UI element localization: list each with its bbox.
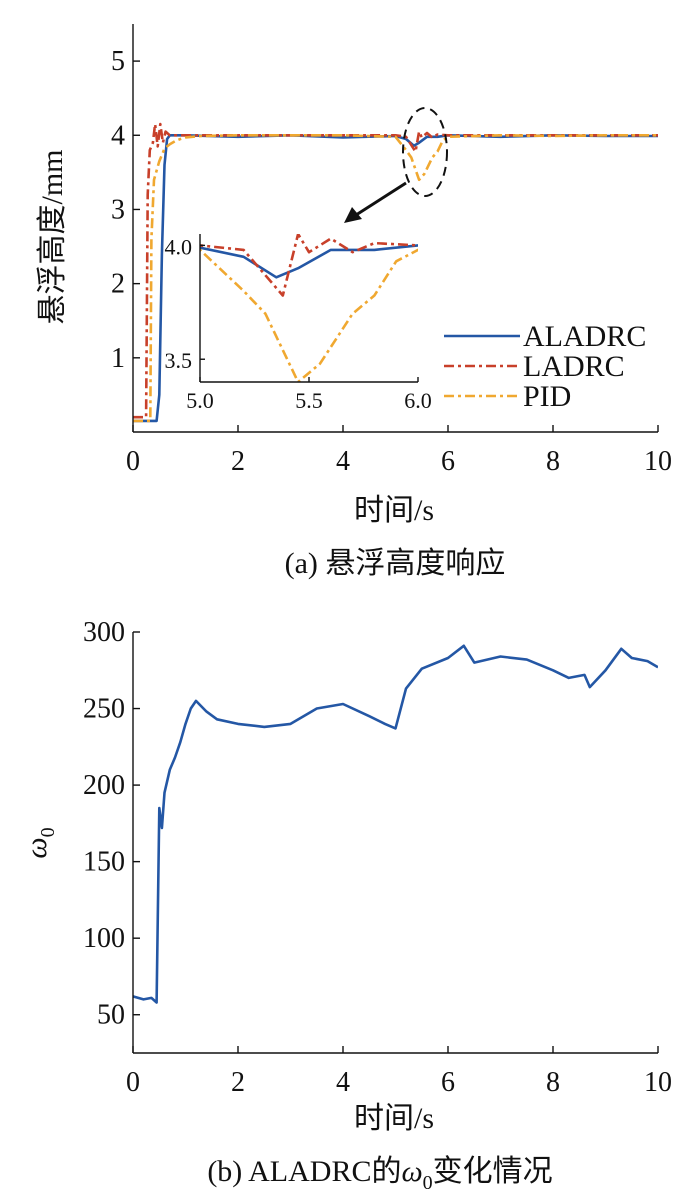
inset-background xyxy=(200,234,418,382)
caption-b-prefix: (b) ALADRC的 xyxy=(207,1155,401,1188)
omega-symbol: ω xyxy=(20,837,53,858)
chart-a-x-tick-label: 2 xyxy=(231,446,245,477)
inset-y-tick-label: 3.5 xyxy=(165,348,193,373)
chart-a-x-tick-label: 0 xyxy=(126,446,140,477)
chart-a-y-tick-label: 1 xyxy=(111,343,125,374)
chart-b-ticks: 0 2 4 6 8 10 50 100 150 200 250 300 xyxy=(83,617,672,1098)
chart-a-y-tick-label: 2 xyxy=(111,269,125,300)
chart-a-series-pid xyxy=(133,134,658,423)
svg-text:ω0: ω0 xyxy=(20,827,59,858)
chart-b-y-tick-label: 300 xyxy=(83,617,125,648)
chart-b-x-tick-label: 6 xyxy=(441,1067,455,1098)
legend-label-aladrc: ALADRC xyxy=(523,320,646,353)
inset-ticks: 5.0 5.5 6.0 3.5 4.0 xyxy=(165,234,432,413)
chart-b-y-tick-label: 150 xyxy=(83,847,125,878)
caption-b-omega: ω xyxy=(401,1155,422,1188)
chart-b-x-tick-label: 10 xyxy=(644,1067,672,1098)
chart-b-x-axis-label: 时间/s xyxy=(354,1102,434,1135)
inset-series-layer xyxy=(200,234,418,382)
zoom-region-ellipse xyxy=(402,107,448,197)
chart-b-y-tick-label: 250 xyxy=(83,694,125,725)
chart-a-y-tick-label: 5 xyxy=(111,46,125,77)
chart-b-series-layer xyxy=(133,644,658,1004)
chart-a-series-layer xyxy=(133,122,658,423)
caption-b-suffix: 变化情况 xyxy=(433,1155,553,1188)
chart-a-x-tick-label: 4 xyxy=(336,446,350,477)
chart-b-caption: (b) ALADRC的ω0变化情况 xyxy=(207,1155,552,1194)
chart-a-y-tick-label: 4 xyxy=(111,120,125,151)
chart-b-y-tick-label: 200 xyxy=(83,770,125,801)
chart-a-x-tick-label: 8 xyxy=(546,446,560,477)
chart-b-x-tick-label: 2 xyxy=(231,1067,245,1098)
chart-b-x-tick-label: 8 xyxy=(546,1067,560,1098)
chart-b-x-tick-label: 4 xyxy=(336,1067,350,1098)
chart-a-caption: (a) 悬浮高度响应 xyxy=(285,547,506,580)
chart-a-y-tick-label: 3 xyxy=(111,194,125,225)
inset-x-tick-label: 5.5 xyxy=(295,388,323,413)
chart-a-x-tick-label: 6 xyxy=(441,446,455,477)
inset-series-pid xyxy=(200,248,418,382)
chart-a-y-axis-label: 悬浮高度/mm xyxy=(36,149,69,324)
omega-subscript: 0 xyxy=(37,827,59,837)
chart-a-axes xyxy=(132,24,658,433)
chart-b-axes xyxy=(132,632,658,1054)
legend-label-ladrc: LADRC xyxy=(523,350,625,383)
zoom-arrow xyxy=(344,181,407,223)
chart-a-inset: 5.0 5.5 6.0 3.5 4.0 xyxy=(165,234,432,413)
chart-a-x-axis-label: 时间/s xyxy=(354,494,434,527)
chart-b-y-axis-label: ω0 xyxy=(20,827,59,858)
chart-b-y-tick-label: 50 xyxy=(97,1000,125,1031)
inset-x-tick-label: 6.0 xyxy=(404,388,432,413)
chart-a-x-tick-label: 10 xyxy=(644,446,672,477)
inset-x-tick-label: 5.0 xyxy=(186,388,214,413)
chart-b-y-tick-label: 100 xyxy=(83,923,125,954)
caption-b-subscript: 0 xyxy=(423,1172,433,1194)
chart-b-x-tick-label: 0 xyxy=(126,1067,140,1098)
legend-label-pid: PID xyxy=(523,380,571,413)
chart-b-series-0 xyxy=(133,644,658,1004)
inset-y-tick-label: 4.0 xyxy=(165,234,193,259)
